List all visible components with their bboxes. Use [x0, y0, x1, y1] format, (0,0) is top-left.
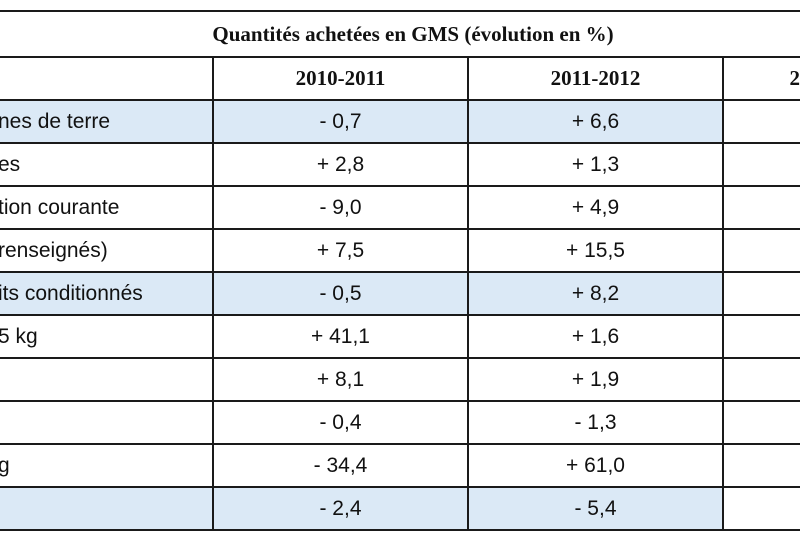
table-row: es + 2,8 + 1,3 — [0, 142, 800, 187]
value-2010-2011: - 9,0 — [212, 185, 469, 230]
value-partial — [721, 357, 800, 402]
value-2011-2012: + 6,6 — [467, 99, 724, 144]
table-row: tion courante - 9,0 + 4,9 — [0, 185, 800, 230]
row-label — [0, 400, 214, 445]
value-2010-2011: + 41,1 — [212, 314, 469, 359]
header-col-2011-2012: 2011-2012 — [467, 56, 724, 101]
value-2010-2011: - 0,4 — [212, 400, 469, 445]
value-2010-2011: - 0,5 — [212, 271, 469, 316]
value-partial — [721, 99, 800, 144]
value-partial — [721, 486, 800, 531]
value-2011-2012: - 5,4 — [467, 486, 724, 531]
table-row: nes de terre - 0,7 + 6,6 — [0, 99, 800, 144]
value-2011-2012: + 1,9 — [467, 357, 724, 402]
value-2010-2011: - 2,4 — [212, 486, 469, 531]
value-2010-2011: + 8,1 — [212, 357, 469, 402]
value-2011-2012: + 1,3 — [467, 142, 724, 187]
value-partial — [721, 271, 800, 316]
value-2010-2011: + 7,5 — [212, 228, 469, 273]
value-2010-2011: - 34,4 — [212, 443, 469, 488]
row-label — [0, 486, 214, 531]
table-row: renseignés) + 7,5 + 15,5 — [0, 228, 800, 273]
value-partial — [721, 185, 800, 230]
header-col-2010-2011: 2010-2011 — [212, 56, 469, 101]
value-2011-2012: - 1,3 — [467, 400, 724, 445]
value-2010-2011: - 0,7 — [212, 99, 469, 144]
purchase-evolution-table: Quantités achetées en GMS (évolution en … — [0, 10, 800, 531]
row-label: g — [0, 443, 214, 488]
value-2011-2012: + 1,6 — [467, 314, 724, 359]
table-row: 5 kg + 41,1 + 1,6 — [0, 314, 800, 359]
table-row: - 0,4 - 1,3 — [0, 400, 800, 445]
value-2011-2012: + 8,2 — [467, 271, 724, 316]
row-label: renseignés) — [0, 228, 214, 273]
table-row: its conditionnés - 0,5 + 8,2 — [0, 271, 800, 316]
header-label-column — [0, 56, 214, 101]
table-row: + 8,1 + 1,9 — [0, 357, 800, 402]
value-partial — [721, 443, 800, 488]
value-partial — [721, 400, 800, 445]
row-label: es — [0, 142, 214, 187]
header-col-partial: 20 — [721, 56, 800, 101]
value-partial — [721, 142, 800, 187]
table-title: Quantités achetées en GMS (évolution en … — [0, 10, 800, 58]
table-frame: Quantités achetées en GMS (évolution en … — [0, 10, 800, 531]
table-row: - 2,4 - 5,4 — [0, 486, 800, 531]
value-2011-2012: + 61,0 — [467, 443, 724, 488]
table-body: nes de terre - 0,7 + 6,6 es + 2,8 + 1,3 … — [0, 99, 800, 531]
row-label: its conditionnés — [0, 271, 214, 316]
value-2011-2012: + 15,5 — [467, 228, 724, 273]
row-label: nes de terre — [0, 99, 214, 144]
value-partial — [721, 314, 800, 359]
row-label: tion courante — [0, 185, 214, 230]
value-2011-2012: + 4,9 — [467, 185, 724, 230]
value-partial — [721, 228, 800, 273]
table-row: g - 34,4 + 61,0 — [0, 443, 800, 488]
value-2010-2011: + 2,8 — [212, 142, 469, 187]
row-label: 5 kg — [0, 314, 214, 359]
row-label — [0, 357, 214, 402]
